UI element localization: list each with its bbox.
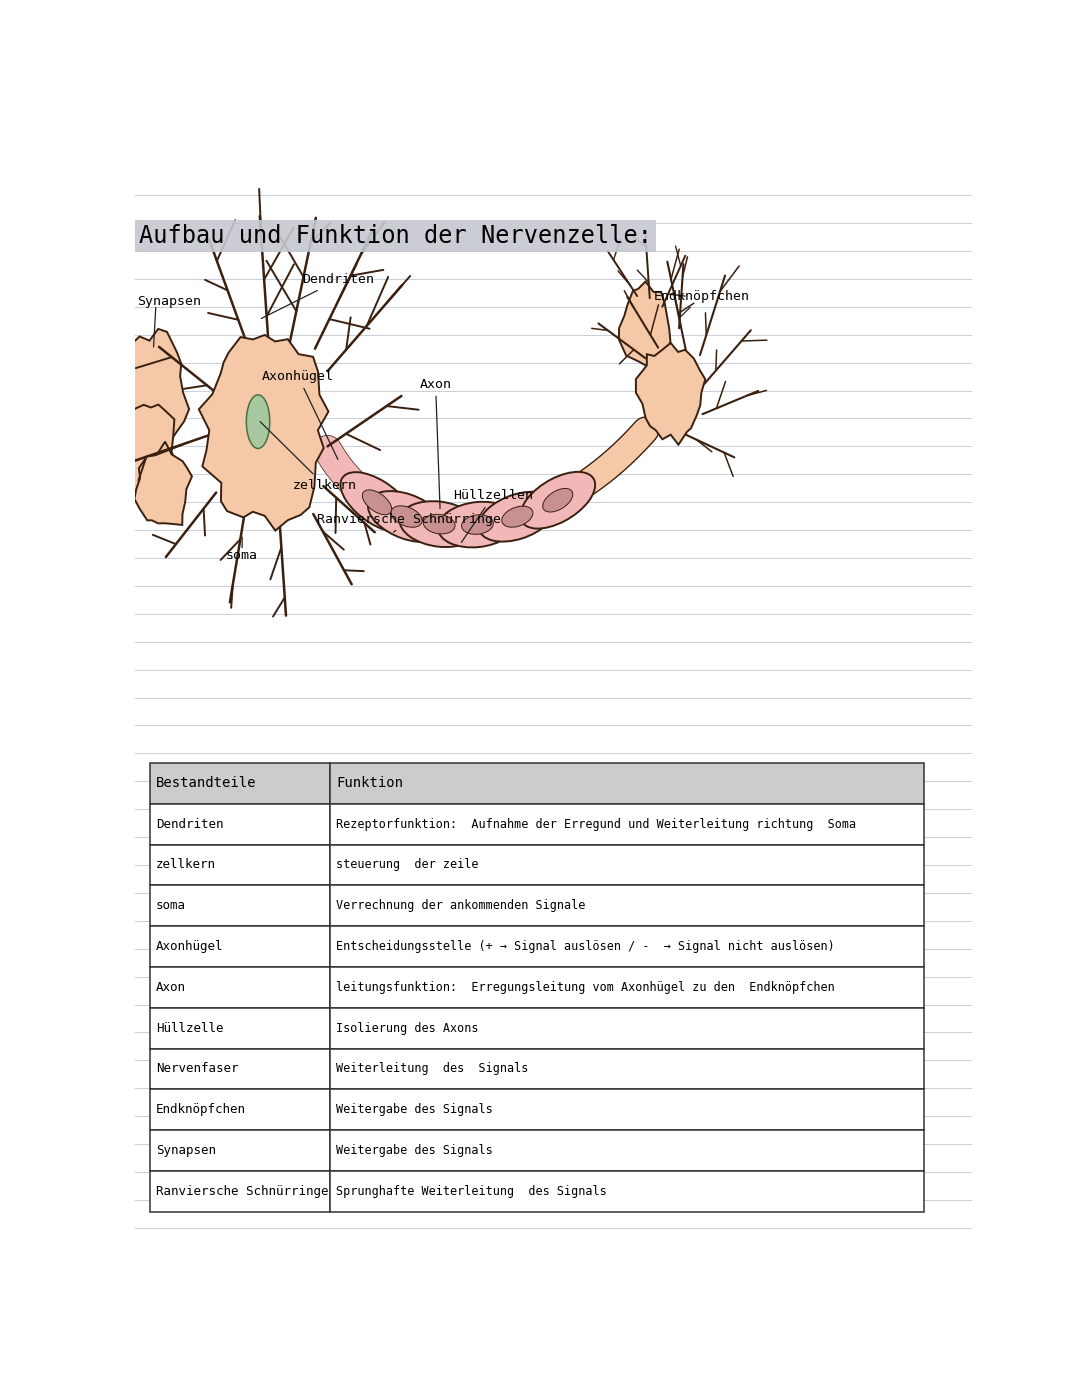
FancyBboxPatch shape (330, 804, 924, 845)
Ellipse shape (521, 471, 595, 528)
Ellipse shape (423, 514, 455, 534)
Text: Sprunghafte Weiterleitung  des Signals: Sprunghafte Weiterleitung des Signals (336, 1185, 607, 1197)
Polygon shape (114, 404, 178, 506)
Ellipse shape (543, 488, 572, 512)
Polygon shape (619, 282, 671, 365)
Ellipse shape (461, 514, 494, 534)
Text: Synapsen: Synapsen (137, 296, 201, 308)
Text: Dendriten: Dendriten (261, 273, 375, 318)
Text: Aufbau und Funktion der Nervenzelle:: Aufbau und Funktion der Nervenzelle: (139, 224, 652, 248)
FancyBboxPatch shape (150, 926, 330, 967)
Text: Hüllzellen: Hüllzellen (454, 489, 534, 542)
Text: steuerung  der zeile: steuerung der zeile (336, 859, 478, 871)
Text: Funktion: Funktion (336, 776, 403, 790)
Text: zellkern: zellkern (156, 859, 216, 871)
FancyBboxPatch shape (150, 763, 330, 804)
Text: Ranviersche Schnürringe: Ranviersche Schnürringe (318, 513, 501, 533)
Text: Weitergabe des Signals: Weitergabe des Signals (336, 1144, 492, 1157)
Text: leitungsfunktion:  Erregungsleitung vom Axonhügel zu den  Endknöpfchen: leitungsfunktion: Erregungsleitung vom A… (336, 981, 835, 994)
Text: Endknöpfchen: Endknöpfchen (156, 1103, 246, 1117)
FancyBboxPatch shape (330, 885, 924, 926)
Text: Isolierung des Axons: Isolierung des Axons (336, 1022, 478, 1034)
FancyBboxPatch shape (330, 763, 924, 804)
FancyBboxPatch shape (330, 845, 924, 885)
FancyBboxPatch shape (150, 1171, 330, 1211)
Ellipse shape (437, 502, 517, 548)
Ellipse shape (478, 492, 556, 542)
Text: soma: soma (226, 549, 257, 562)
Text: zellkern: zellkern (260, 421, 356, 492)
Text: Axon: Axon (420, 378, 451, 509)
Text: Entscheidungsstelle (+ → Signal auslösen / -  → Signal nicht auslösen): Entscheidungsstelle (+ → Signal auslösen… (336, 940, 835, 953)
Text: Axonhügel: Axonhügel (262, 369, 338, 460)
FancyBboxPatch shape (150, 1089, 330, 1131)
Polygon shape (134, 442, 192, 526)
Text: Verrechnung der ankommenden Signale: Verrechnung der ankommenden Signale (336, 899, 585, 912)
Polygon shape (117, 329, 189, 460)
Text: soma: soma (156, 899, 186, 912)
FancyBboxPatch shape (330, 926, 924, 967)
Text: Bestandteile: Bestandteile (156, 776, 256, 790)
Ellipse shape (400, 502, 478, 546)
Text: Rezeptorfunktion:  Aufnahme der Erregund und Weiterleitung richtung  Soma: Rezeptorfunktion: Aufnahme der Erregund … (336, 818, 856, 831)
Text: Weitergabe des Signals: Weitergabe des Signals (336, 1103, 492, 1117)
Ellipse shape (391, 506, 422, 527)
FancyBboxPatch shape (150, 967, 330, 1008)
FancyBboxPatch shape (330, 1171, 924, 1211)
Text: Weiterleitung  des  Signals: Weiterleitung des Signals (336, 1062, 528, 1075)
FancyBboxPatch shape (150, 1131, 330, 1171)
Text: Endknöpfchen: Endknöpfchen (653, 290, 750, 318)
FancyBboxPatch shape (330, 1048, 924, 1089)
Ellipse shape (502, 506, 532, 527)
Text: Hüllzelle: Hüllzelle (156, 1022, 224, 1034)
Ellipse shape (368, 491, 445, 542)
Text: Axon: Axon (156, 981, 186, 994)
FancyBboxPatch shape (150, 845, 330, 885)
FancyBboxPatch shape (150, 804, 330, 845)
Ellipse shape (340, 473, 414, 533)
Text: Dendriten: Dendriten (156, 818, 224, 831)
FancyBboxPatch shape (150, 885, 330, 926)
Text: Synapsen: Synapsen (156, 1144, 216, 1157)
FancyBboxPatch shape (330, 1089, 924, 1131)
FancyBboxPatch shape (330, 1008, 924, 1048)
Ellipse shape (363, 489, 392, 514)
FancyBboxPatch shape (150, 1008, 330, 1048)
FancyBboxPatch shape (330, 967, 924, 1008)
FancyBboxPatch shape (330, 1131, 924, 1171)
Text: Nervenfaser: Nervenfaser (156, 1062, 239, 1075)
FancyBboxPatch shape (150, 1048, 330, 1089)
Polygon shape (199, 335, 328, 531)
Ellipse shape (246, 395, 270, 449)
Text: Axonhügel: Axonhügel (156, 940, 224, 953)
Polygon shape (636, 343, 705, 445)
Text: Ranviersche Schnürringe: Ranviersche Schnürringe (156, 1185, 328, 1197)
